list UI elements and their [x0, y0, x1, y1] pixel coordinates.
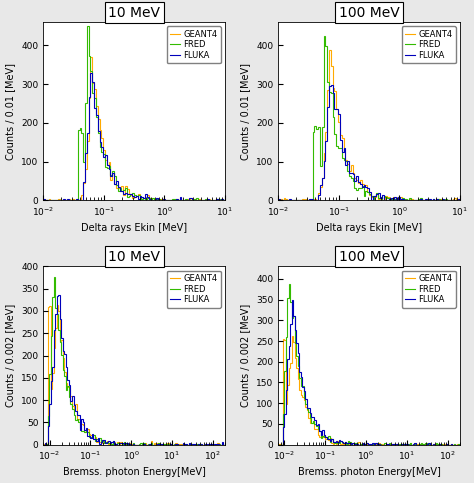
X-axis label: Bremss. photon Energy[MeV]: Bremss. photon Energy[MeV] [63, 468, 206, 477]
X-axis label: Bremss. photon Energy[MeV]: Bremss. photon Energy[MeV] [298, 468, 440, 477]
Legend: GEANT4, FRED, FLUKA: GEANT4, FRED, FLUKA [167, 26, 221, 63]
X-axis label: Delta rays Ekin [MeV]: Delta rays Ekin [MeV] [316, 223, 422, 233]
Y-axis label: Counts / 0.002 [MeV]: Counts / 0.002 [MeV] [240, 304, 250, 407]
Legend: GEANT4, FRED, FLUKA: GEANT4, FRED, FLUKA [167, 270, 221, 308]
Title: 100 MeV: 100 MeV [338, 6, 400, 19]
Legend: GEANT4, FRED, FLUKA: GEANT4, FRED, FLUKA [401, 270, 456, 308]
Y-axis label: Counts / 0.01 [MeV]: Counts / 0.01 [MeV] [6, 63, 16, 160]
Y-axis label: Counts / 0.002 [MeV]: Counts / 0.002 [MeV] [6, 304, 16, 407]
Title: 10 MeV: 10 MeV [108, 6, 160, 19]
X-axis label: Delta rays Ekin [MeV]: Delta rays Ekin [MeV] [81, 223, 187, 233]
Title: 10 MeV: 10 MeV [108, 250, 160, 264]
Legend: GEANT4, FRED, FLUKA: GEANT4, FRED, FLUKA [401, 26, 456, 63]
Y-axis label: Counts / 0.01 [MeV]: Counts / 0.01 [MeV] [240, 63, 250, 160]
Title: 100 MeV: 100 MeV [338, 250, 400, 264]
